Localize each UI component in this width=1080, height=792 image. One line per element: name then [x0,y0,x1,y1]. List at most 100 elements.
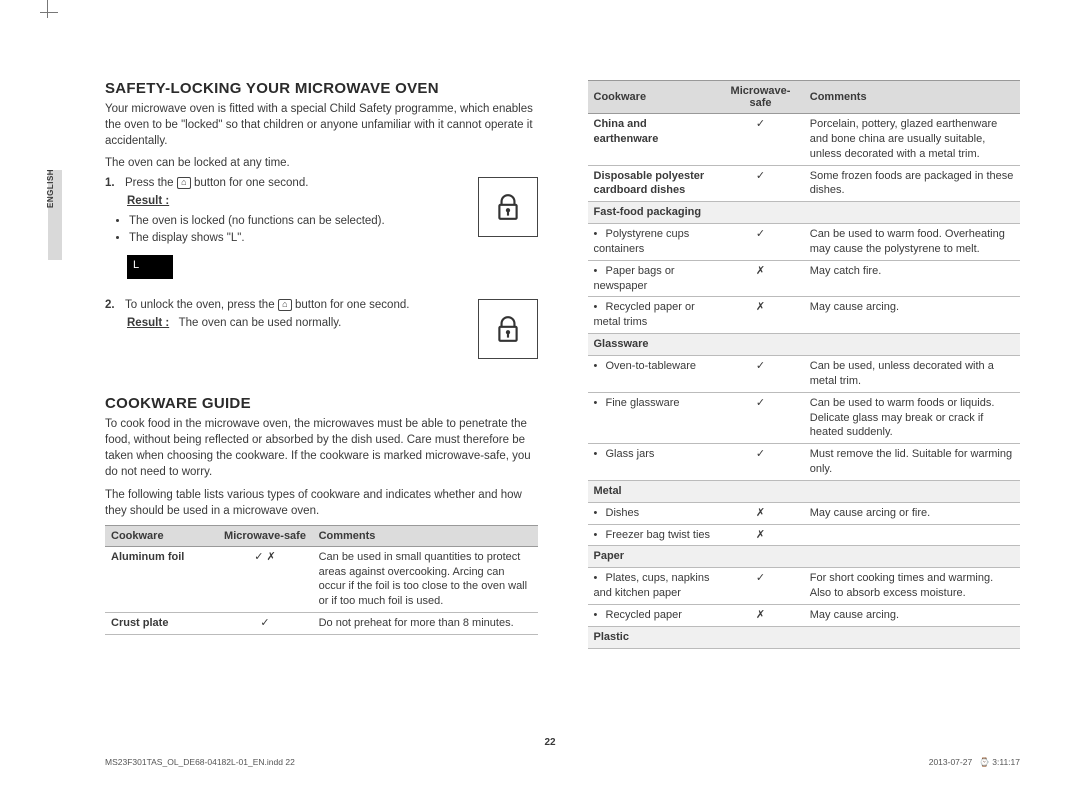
cell-cookware: Fast-food packaging [588,202,718,224]
result-2: Result : The oven can be used normally. [127,315,538,332]
table-row: Plates, cups, napkins and kitchen paper✓… [588,568,1021,605]
table-row: Paper bags or newspaper✗May catch fire. [588,260,1021,297]
step-1-num: 1. [105,177,119,189]
cell-comments [804,546,1020,568]
cell-safe: ✗ [717,260,804,297]
cell-safe [717,480,804,502]
cell-comments [804,202,1020,224]
lock-icon-box-2 [478,299,538,359]
th-safe: Microwave-safe [217,525,312,546]
cell-safe: ✓ ✗ [217,546,312,612]
table-row: Dishes✗May cause arcing or fire. [588,502,1021,524]
cell-cookware: Crust plate [105,613,217,635]
lock-button-icon: ⌂ [278,299,292,311]
cell-safe: ✓ [717,355,804,392]
column-left: SAFETY-LOCKING YOUR MICROWAVE OVEN Your … [105,80,538,649]
heading-safety-lock: SAFETY-LOCKING YOUR MICROWAVE OVEN [105,80,538,97]
table-row: Disposable polyester cardboard dishes✓So… [588,165,1021,202]
cell-safe [717,546,804,568]
table-row: Fast-food packaging [588,202,1021,224]
cell-cookware: Plastic [588,626,718,648]
table-row: Metal [588,480,1021,502]
cell-safe: ✗ [717,604,804,626]
table-row: Glassware [588,334,1021,356]
cell-cookware: Aluminum foil [105,546,217,612]
cell-cookware: Glass jars [588,444,718,481]
heading-cookware-guide: COOKWARE GUIDE [105,395,538,412]
result-label-1: Result : [127,195,169,207]
cell-safe: ✓ [717,392,804,444]
cell-comments [804,626,1020,648]
cell-comments [804,480,1020,502]
cell-comments: May cause arcing. [804,297,1020,334]
crop-mark-v [47,0,48,18]
cell-comments: May cause arcing or fire. [804,502,1020,524]
footer-filename: MS23F301TAS_OL_DE68-04182L-01_EN.indd 22 [105,757,295,768]
page-content: SAFETY-LOCKING YOUR MICROWAVE OVEN Your … [50,0,1050,770]
cell-comments: Do not preheat for more than 8 minutes. [313,613,538,635]
cell-comments: Can be used, unless decorated with a met… [804,355,1020,392]
cookware-table-right: Cookware Microwave-safe Comments China a… [588,80,1021,649]
display-L: L [127,255,173,279]
lock-icon [495,315,521,343]
result-1-list: The oven is locked (no functions can be … [105,213,538,248]
table-row: Freezer bag twist ties✗ [588,524,1021,546]
result-label-2: Result : [127,317,169,329]
cell-comments: Must remove the lid. Suitable for warmin… [804,444,1020,481]
para-intro-1: Your microwave oven is fitted with a spe… [105,101,538,149]
result-1-a: The oven is locked (no functions can be … [129,213,538,230]
cell-safe: ✓ [717,165,804,202]
cell-safe: ✗ [717,524,804,546]
cell-safe: ✓ [717,114,804,166]
table-row: Oven-to-tableware✓Can be used, unless de… [588,355,1021,392]
cell-cookware: Freezer bag twist ties [588,524,718,546]
cell-comments: Can be used to warm foods or liquids. De… [804,392,1020,444]
table-row: Recycled paper or metal trims✗May cause … [588,297,1021,334]
step-1-text: Press the ⌂ button for one second. [125,177,308,189]
th-comments: Comments [313,525,538,546]
table-row: Plastic [588,626,1021,648]
cell-comments: May catch fire. [804,260,1020,297]
step-2-text: To unlock the oven, press the ⌂ button f… [125,299,409,311]
cell-safe [717,334,804,356]
cell-cookware: Dishes [588,502,718,524]
cell-cookware: Fine glassware [588,392,718,444]
table-row: China and earthenware✓Porcelain, pottery… [588,114,1021,166]
cell-cookware: Recycled paper [588,604,718,626]
cell-comments [804,334,1020,356]
cell-safe: ✓ [717,444,804,481]
cell-cookware: Disposable polyester cardboard dishes [588,165,718,202]
cell-cookware: Paper [588,546,718,568]
cell-cookware: Metal [588,480,718,502]
cell-comments: Can be used to warm food. Overheating ma… [804,224,1020,261]
cell-safe: ✗ [717,297,804,334]
cell-comments: Some frozen foods are packaged in these … [804,165,1020,202]
cell-cookware: Oven-to-tableware [588,355,718,392]
th-safe-r: Microwave-safe [717,81,804,114]
cell-comments: For short cooking times and warming. Als… [804,568,1020,605]
cell-cookware: Recycled paper or metal trims [588,297,718,334]
lock-icon [495,193,521,221]
para-intro-2: The oven can be locked at any time. [105,155,538,171]
cookware-table-left: Cookware Microwave-safe Comments Aluminu… [105,525,538,635]
cell-safe [717,626,804,648]
cell-cookware: Polystyrene cups containers [588,224,718,261]
th-cookware: Cookware [105,525,217,546]
step-1: 1. Press the ⌂ button for one second. [105,177,470,189]
table-row: Paper [588,546,1021,568]
table-row: Aluminum foil✓ ✗Can be used in small qua… [105,546,538,612]
cookware-para-1: To cook food in the microwave oven, the … [105,416,538,480]
cell-safe: ✓ [217,613,312,635]
footer-timestamp: 2013-07-27 ⌚ 3:11:17 [929,757,1020,768]
cell-comments: Porcelain, pottery, glazed earthenware a… [804,114,1020,166]
cell-comments: Can be used in small quantities to prote… [313,546,538,612]
cell-cookware: China and earthenware [588,114,718,166]
result-2-text: The oven can be used normally. [179,317,342,329]
cookware-para-2: The following table lists various types … [105,487,538,519]
cell-safe: ✗ [717,502,804,524]
cell-safe: ✓ [717,568,804,605]
step-2: 2. To unlock the oven, press the ⌂ butto… [105,299,470,311]
lock-icon-box-1 [478,177,538,237]
cell-cookware: Glassware [588,334,718,356]
cell-safe [717,202,804,224]
